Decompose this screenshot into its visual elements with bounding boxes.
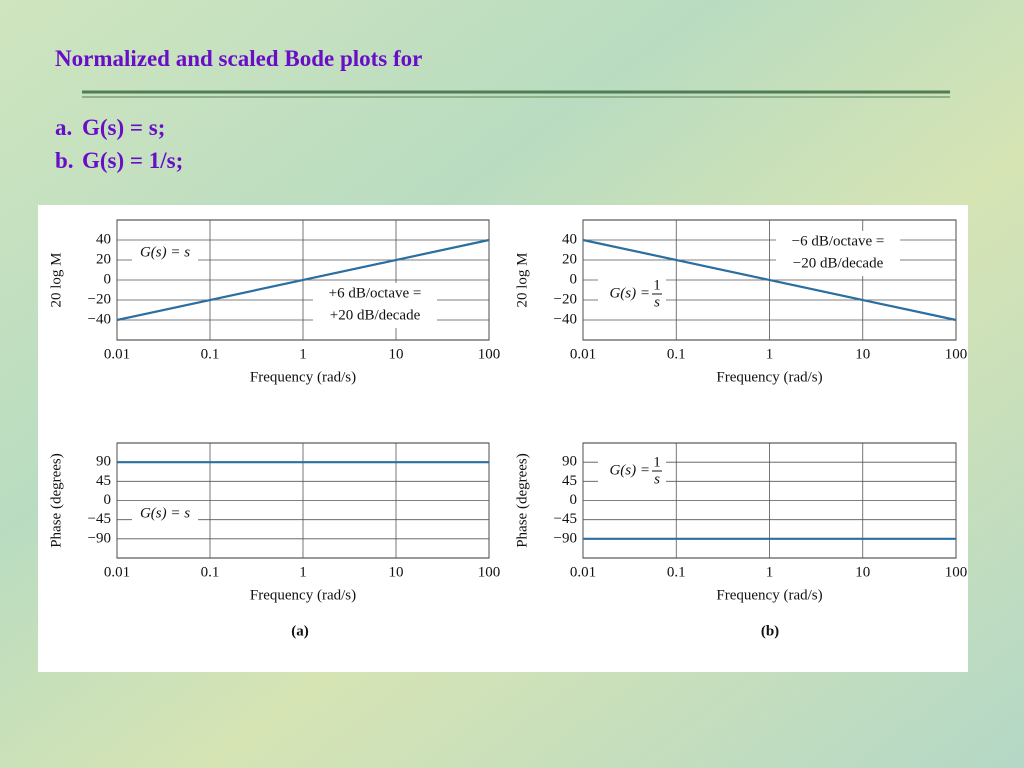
- annotation: +6 dB/octave =: [329, 285, 422, 301]
- y-axis-label: Phase (degrees): [48, 453, 64, 548]
- y-tick-label: 40: [96, 231, 111, 247]
- item-label: b.: [55, 148, 74, 173]
- annotation-bg: [776, 231, 900, 276]
- annotation-numerator: 1: [653, 454, 661, 470]
- x-tick-label: 100: [945, 564, 968, 580]
- caption: (a): [291, 623, 309, 639]
- x-tick-label: 0.01: [570, 564, 596, 580]
- y-tick-label: 0: [570, 492, 578, 508]
- x-tick-label: 0.1: [667, 346, 686, 362]
- y-tick-label: 0: [570, 271, 578, 287]
- y-tick-label: −45: [88, 511, 111, 527]
- item-text: G(s) = 1/s;: [82, 148, 183, 173]
- annotation-denominator: s: [654, 294, 660, 310]
- annotation: G(s) = s: [140, 244, 190, 260]
- x-tick-label: 1: [299, 564, 307, 580]
- annotation: G(s) = s: [140, 505, 190, 521]
- y-tick-label: −40: [554, 311, 577, 327]
- y-tick-label: 20: [562, 251, 577, 267]
- x-tick-label: 100: [945, 346, 968, 362]
- x-tick-label: 10: [855, 564, 870, 580]
- annotation: G(s) =: [609, 462, 650, 478]
- x-axis-label: Frequency (rad/s): [716, 587, 822, 603]
- x-tick-label: 10: [389, 346, 404, 362]
- data-line: [582, 238, 957, 322]
- y-tick-label: −20: [554, 291, 577, 307]
- annotation-numerator: 1: [653, 277, 661, 293]
- y-tick-label: 90: [562, 454, 577, 470]
- y-tick-label: −90: [88, 530, 111, 546]
- y-tick-label: 0: [104, 492, 112, 508]
- x-axis-label: Frequency (rad/s): [716, 369, 822, 385]
- item-text: G(s) = s;: [82, 115, 165, 140]
- y-tick-label: −20: [88, 291, 111, 307]
- x-tick-label: 0.01: [104, 564, 130, 580]
- figure-panel: [38, 205, 968, 672]
- x-tick-label: 0.01: [104, 346, 130, 362]
- x-tick-label: 1: [299, 346, 307, 362]
- annotation-bg: [132, 504, 198, 524]
- y-tick-label: 45: [96, 473, 111, 489]
- x-tick-label: 0.1: [201, 346, 220, 362]
- x-tick-label: 10: [855, 346, 870, 362]
- annotation: G(s) =: [609, 285, 650, 301]
- annotation: +20 dB/decade: [330, 307, 421, 323]
- annotation: −6 dB/octave =: [792, 233, 885, 249]
- y-tick-label: −90: [554, 530, 577, 546]
- x-tick-label: 10: [389, 564, 404, 580]
- annotation: −20 dB/decade: [793, 255, 884, 271]
- x-tick-label: 100: [478, 564, 501, 580]
- x-axis-label: Frequency (rad/s): [250, 587, 356, 603]
- y-tick-label: 20: [96, 251, 111, 267]
- y-tick-label: 0: [104, 271, 112, 287]
- slide-title: Normalized and scaled Bode plots for: [55, 46, 422, 71]
- x-tick-label: 0.1: [667, 564, 686, 580]
- y-axis-label: Phase (degrees): [514, 453, 530, 548]
- x-tick-label: 0.01: [570, 346, 596, 362]
- item-label: a.: [55, 115, 72, 140]
- annotation-bg: [313, 283, 437, 328]
- y-tick-label: 40: [562, 231, 577, 247]
- y-axis-label: 20 log M: [48, 252, 64, 307]
- x-axis-label: Frequency (rad/s): [250, 369, 356, 385]
- x-tick-label: 0.1: [201, 564, 220, 580]
- x-tick-label: 100: [478, 346, 501, 362]
- annotation-bg: [132, 243, 198, 263]
- caption: (b): [761, 623, 779, 639]
- annotation-denominator: s: [654, 471, 660, 487]
- x-tick-label: 1: [766, 346, 774, 362]
- y-axis-label: 20 log M: [514, 252, 530, 307]
- x-tick-label: 1: [766, 564, 774, 580]
- data-line: [116, 238, 490, 322]
- y-tick-label: 45: [562, 473, 577, 489]
- y-tick-label: 90: [96, 454, 111, 470]
- y-tick-label: −45: [554, 511, 577, 527]
- y-tick-label: −40: [88, 311, 111, 327]
